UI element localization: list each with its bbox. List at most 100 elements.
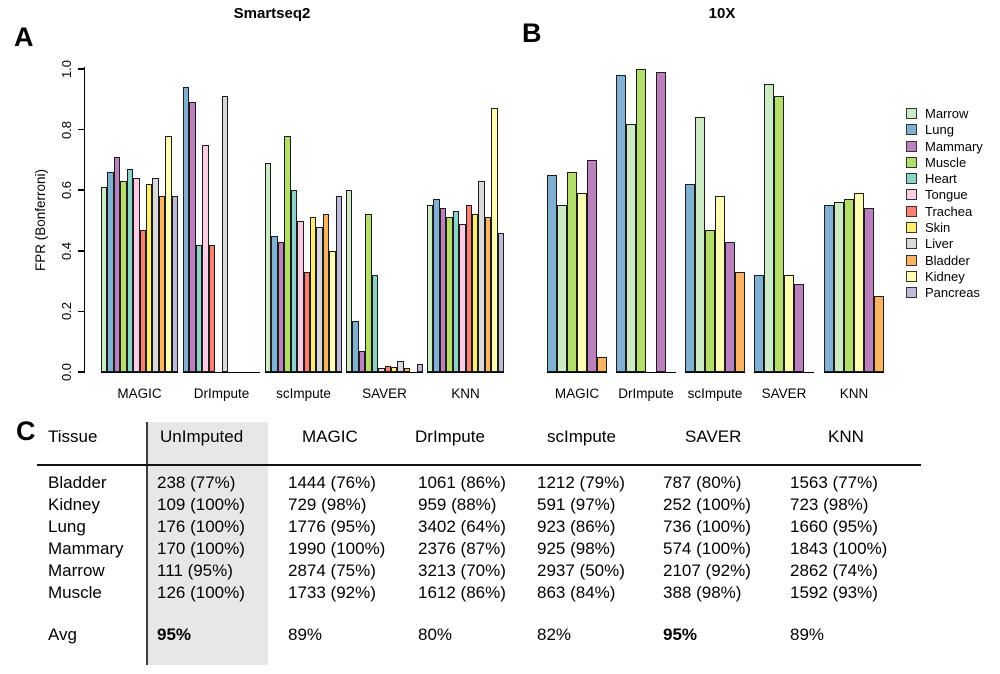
table-row-tissue: Muscle [48,583,102,602]
legend-label: Heart [925,171,957,187]
table-cell: 1444 (76%) [288,473,376,492]
table-cell: 2937 (50%) [537,561,625,580]
bar-slot [754,62,764,372]
legend-swatch-icon [906,238,917,250]
bar-scimpute-lung [685,184,695,372]
bar-scimpute-kidney [715,196,725,372]
bar-group-magic [101,62,179,373]
legend-label: Kidney [925,268,965,284]
panel-b-label: B [522,18,542,48]
bar-knn-trachea [465,205,472,372]
legend-swatch-icon [906,287,917,299]
bar-magic-muscle [120,181,127,372]
bar-slot [834,62,844,372]
bar-slot [329,62,336,372]
bar-slot [452,62,460,372]
bar-slot [221,62,228,372]
bar-slot [491,62,498,372]
bar-slot [183,62,190,372]
bar-knn-tongue [459,223,466,372]
table-cell: 388 (98%) [663,583,742,602]
legend-label: Lung [925,122,954,138]
table-cell: 3213 (70%) [418,561,506,580]
table-cell: 574 (100%) [663,539,751,558]
x-group-label-drimpute: DrImpute [618,386,674,401]
bar-slot [874,62,884,372]
bar-slot [471,62,479,372]
bar-slot [616,62,626,372]
bar-knn-lung [824,205,834,372]
legend-item-pancreas: Pancreas [906,286,983,299]
bar-magic-bladder [158,196,166,372]
table-avg-cell: 89% [288,625,323,644]
table-row-tissue: Mammary [48,539,124,558]
y-tick-label: 1.0 [59,59,74,79]
bar-slot [824,62,834,372]
legend-swatch-icon [906,156,917,168]
bar-slot [403,62,411,372]
legend-item-heart: Heart [906,171,983,187]
bar-slot [656,62,666,372]
bar-slot [626,62,636,372]
bar-slot [189,62,196,372]
bar-slot [346,62,353,372]
panel-c-label: C [16,416,36,446]
bar-saver-liver [397,361,404,372]
table-row-tissue: Marrow [48,561,105,580]
x-group-label-scimpute: scImpute [276,386,331,401]
bar-saver-marrow [764,84,774,372]
bar-slot [208,62,216,372]
x-group-label-knn: KNN [839,386,869,401]
bar-saver-muscle [774,96,784,372]
bar-slot [705,62,715,372]
bar-knn-kidney [854,193,864,372]
chart-b-title: 10X [708,5,736,22]
table-row-tissue: Kidney [48,495,100,514]
table-cell: 252 (100%) [663,495,751,514]
legend-label: Tongue [925,187,968,203]
bar-saver-lung [754,275,764,372]
table-avg-label: Avg [48,625,77,644]
table-cell: 1990 (100%) [288,539,386,558]
legend: Marrow Lung Mammary Muscle Heart Tongue Trache… [906,107,983,304]
table-cell: 1843 (100%) [790,539,888,558]
bar-slot [335,62,343,372]
table-row-tissue: Bladder [48,473,107,492]
bar-knn-bladder [484,217,492,372]
table-cell: 1592 (93%) [790,583,878,602]
y-tick-mark [77,250,84,252]
bar-slot [195,62,203,372]
bar-saver-muscle [365,214,372,372]
bar-saver-kidney [784,275,794,372]
bar-magic-trachea [139,229,146,372]
bar-magic-pancreas [171,196,179,372]
bar-knn-kidney [491,108,498,372]
bar-slot-empty [666,62,676,372]
bar-slot [303,62,310,372]
bar-knn-marrow [427,205,434,372]
bar-slot [152,62,159,372]
bar-slot [478,62,485,372]
legend-item-skin: Skin [906,221,983,234]
bar-slot [864,62,874,372]
bar-drimpute-lung [183,87,190,372]
table-cell: 729 (98%) [288,495,367,514]
x-group-label-drimpute: DrImpute [193,386,250,401]
bar-magic-lung [547,175,557,372]
bar-slot [107,62,114,372]
bar-slot [557,62,567,372]
legend-label: Bladder [925,252,970,268]
table-header-magic: MAGIC [302,427,358,446]
table-cell: 1612 (86%) [418,583,506,602]
bar-slot [597,62,607,372]
bar-slot [309,62,317,372]
y-tick-mark [77,189,84,191]
bar-magic-marrow [101,187,108,372]
bar-knn-skin [471,214,479,372]
bar-slot [297,62,304,372]
bar-magic-heart [126,169,134,372]
bar-slot [715,62,725,372]
legend-swatch-icon [906,254,917,266]
x-group-label-magic: MAGIC [554,386,600,401]
bar-slot [120,62,127,372]
